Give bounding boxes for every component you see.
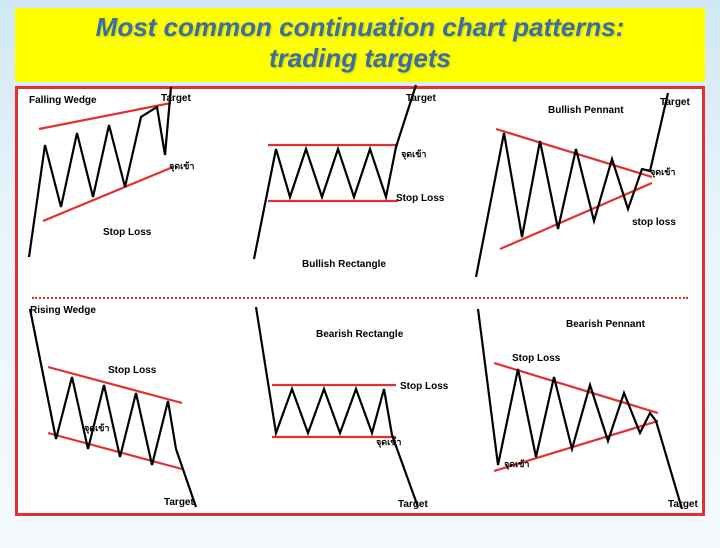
label-bearish-rectangle-stoploss: Stop Loss xyxy=(400,381,448,392)
panel-bearish-rectangle: Bearish Rectangle Stop Loss จุดเข้า Target xyxy=(248,301,468,516)
panel-bearish-pennant: Bearish Pennant Stop Loss จุดเข้า Target xyxy=(472,301,707,516)
label-bullish-pennant-target: Target xyxy=(660,97,690,108)
trend-line-0 xyxy=(39,103,171,129)
label-bearish-pennant-target: Target xyxy=(668,499,698,510)
pattern-svg-rising-wedge xyxy=(24,301,244,516)
label-bearish-rectangle-title: Bearish Rectangle xyxy=(316,329,403,340)
panel-bullish-rectangle: Bullish Rectangle Target จุดเข้า Stop Loss xyxy=(246,89,466,294)
label-falling-wedge-title: Falling Wedge xyxy=(29,95,97,106)
label-rising-wedge-title: Rising Wedge xyxy=(30,305,96,316)
panel-falling-wedge: Falling Wedge Target จุดเข้า Stop Loss xyxy=(21,89,241,294)
price-path xyxy=(30,309,196,507)
label-bullish-pennant-stoploss: stop loss xyxy=(632,217,676,228)
panel-bullish-pennant: Bullish Pennant Target จุดเข้า stop loss xyxy=(470,89,705,294)
price-path xyxy=(254,85,416,259)
label-bullish-pennant-entry: จุดเข้า xyxy=(650,165,675,179)
label-rising-wedge-stoploss: Stop Loss xyxy=(108,365,156,376)
label-rising-wedge-entry: จุดเข้า xyxy=(84,421,109,435)
price-path xyxy=(476,93,668,277)
price-path xyxy=(478,309,682,509)
label-bearish-pennant-entry: จุดเข้า xyxy=(504,457,529,471)
label-bearish-rectangle-entry: จุดเข้า xyxy=(376,435,401,449)
pattern-svg-bullish-pennant xyxy=(470,89,705,294)
label-bullish-rectangle-target: Target xyxy=(406,93,436,104)
label-falling-wedge-entry: จุดเข้า xyxy=(169,159,194,173)
trend-line-1 xyxy=(43,167,173,221)
label-bullish-rectangle-entry: จุดเข้า xyxy=(401,147,426,161)
label-rising-wedge-target: Target xyxy=(164,497,194,508)
row-divider xyxy=(32,297,689,299)
label-bearish-pennant-stoploss: Stop Loss xyxy=(512,353,560,364)
title-band: Most common continuation chart patterns:… xyxy=(15,8,705,82)
pattern-svg-bearish-pennant xyxy=(472,301,707,516)
label-bearish-rectangle-target: Target xyxy=(398,499,428,510)
pattern-svg-falling-wedge xyxy=(21,89,241,294)
label-bearish-pennant-title: Bearish Pennant xyxy=(566,319,645,330)
label-bullish-rectangle-stoploss: Stop Loss xyxy=(396,193,444,204)
label-falling-wedge-target: Target xyxy=(161,93,191,104)
trend-line-1 xyxy=(500,183,652,249)
label-bullish-pennant-title: Bullish Pennant xyxy=(548,105,624,116)
label-falling-wedge-stoploss: Stop Loss xyxy=(103,227,151,238)
title-line-2: trading targets xyxy=(15,43,705,74)
label-bullish-rectangle-title: Bullish Rectangle xyxy=(302,259,386,270)
panel-rising-wedge: Rising Wedge Stop Loss จุดเข้า Target xyxy=(24,301,244,516)
patterns-frame: Falling WedgeTargetจุดเข้าStop LossBulli… xyxy=(15,86,705,516)
title-line-1: Most common continuation chart patterns: xyxy=(15,12,705,43)
